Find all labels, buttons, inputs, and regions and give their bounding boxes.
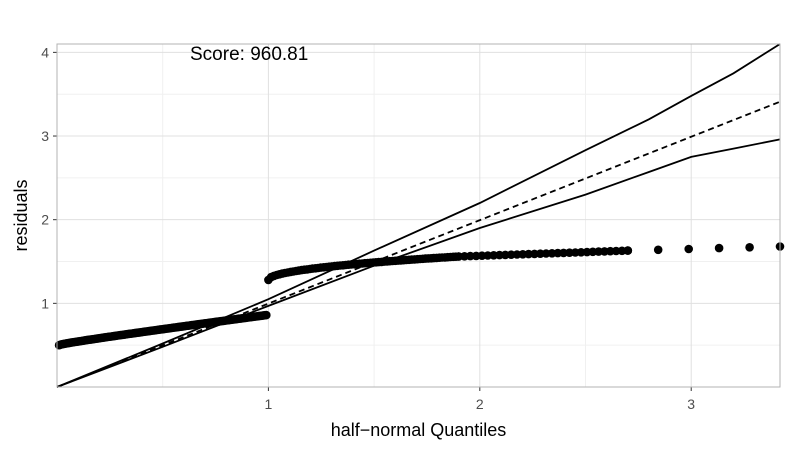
y-tick-label-1: 1: [41, 295, 49, 311]
data-point: [714, 243, 724, 253]
y-axis-title: residuals: [11, 179, 31, 251]
data-point: [623, 246, 633, 255]
score-annotation: Score: 960.81: [190, 44, 308, 65]
envelope-line-2: [56, 138, 781, 388]
x-tick-label-3: 3: [687, 396, 695, 412]
y-tick-label-3: 3: [41, 128, 49, 144]
x-tick-label-2: 2: [476, 396, 484, 412]
data-point: [262, 310, 271, 320]
x-axis-title: half−normal Quantiles: [331, 420, 507, 440]
panel-border: [56, 43, 781, 388]
residual-points: [54, 242, 785, 350]
data-point: [745, 243, 754, 252]
data-point: [684, 244, 693, 254]
data-point: [653, 245, 663, 255]
y-tick-label-4: 4: [41, 44, 49, 60]
reference-line: [56, 100, 781, 388]
reference-lines: [56, 43, 781, 388]
tick-labels: 1 2 3 1 2 3 4: [41, 44, 695, 412]
x-tick-label-1: 1: [265, 396, 273, 412]
envelope-line-1: [56, 43, 781, 388]
grid-lines: [57, 44, 780, 387]
y-tick-label-2: 2: [41, 212, 49, 228]
